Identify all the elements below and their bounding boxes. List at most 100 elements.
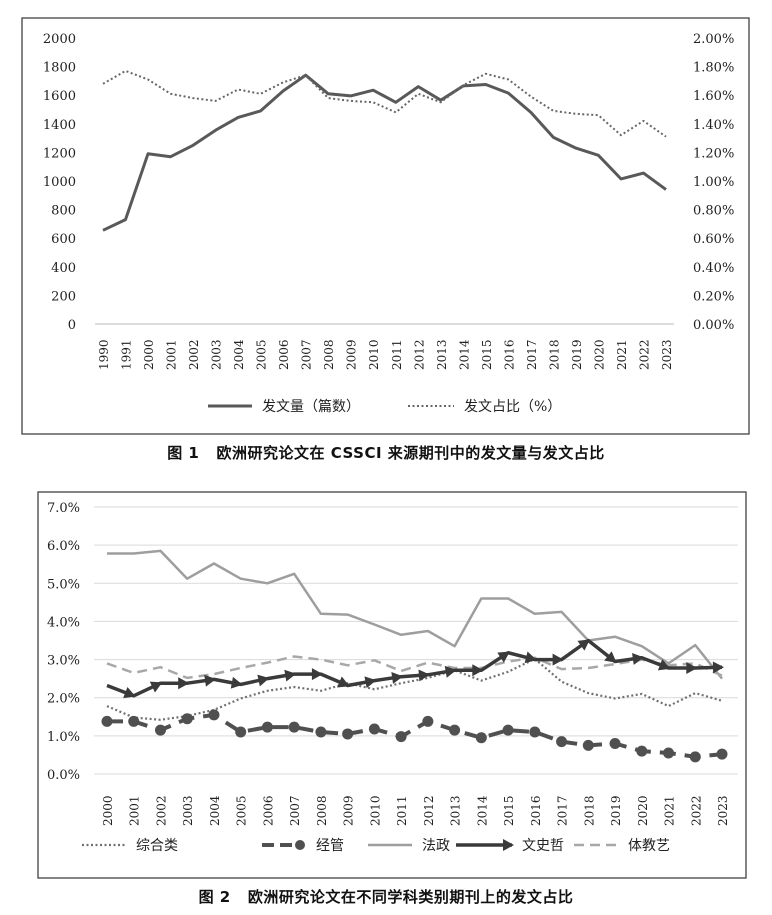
data-point-econ-mgmt (663, 747, 675, 759)
y2-tick-label: 0.00% (693, 318, 734, 333)
y-tick-label: 800 (51, 204, 76, 219)
y-tick-label: 6.0% (47, 539, 80, 554)
legend-item-econ-mgmt: 经管 (262, 838, 344, 854)
legend-label-sport-edu-art: 体教艺 (628, 838, 670, 854)
x-tick-label: 2013 (435, 339, 449, 370)
data-point-lit-hist-phil (632, 653, 644, 665)
y-tick-label: 5.0% (47, 577, 80, 592)
x-tick-label: 2010 (367, 339, 381, 370)
legend-marker-econ-mgmt (295, 840, 305, 850)
data-point-econ-mgmt (395, 731, 407, 743)
x-tick-label: 2000 (101, 795, 115, 826)
x-tick-label: 2021 (663, 795, 677, 826)
series-line-law-politics (107, 549, 723, 680)
x-tick-label: 2004 (208, 795, 222, 826)
x-tick-label: 2015 (502, 795, 516, 826)
legend-label-lit-hist-phil: 文史哲 (522, 838, 564, 854)
x-tick-label: 2019 (609, 795, 623, 826)
data-point-econ-mgmt (235, 726, 247, 738)
x-tick-label: 2009 (345, 339, 359, 370)
legend-label-count: 发文量（篇数） (262, 399, 360, 415)
series-line-count (102, 73, 667, 232)
y-tick-label: 1400 (43, 118, 76, 133)
y2-tick-label: 0.20% (693, 289, 734, 304)
x-tick-label: 2009 (342, 795, 356, 826)
data-point-lit-hist-phil (391, 672, 404, 684)
legend-label-share: 发文占比（%） (464, 399, 561, 415)
x-tick-label: 2012 (422, 795, 436, 826)
legend-item-share: 发文占比（%） (408, 399, 561, 415)
x-tick-label: 1991 (120, 339, 134, 370)
y-tick-label: 1600 (43, 89, 76, 104)
data-point-lit-hist-phil (497, 651, 510, 663)
y-tick-label: 400 (51, 261, 76, 276)
data-point-econ-mgmt (502, 724, 514, 736)
data-point-lit-hist-phil (364, 676, 377, 689)
series-econ-mgmt (101, 709, 728, 763)
x-tick-label: 2020 (636, 795, 650, 826)
legend-item-lit-hist-phil: 文史哲 (456, 838, 564, 854)
x-tick-label: 2023 (716, 795, 730, 826)
x-tick-label: 2017 (556, 795, 570, 826)
data-point-econ-mgmt (261, 721, 273, 733)
x-tick-label: 2012 (412, 339, 426, 370)
x-tick-label: 2003 (181, 795, 195, 826)
y-tick-label: 1800 (43, 61, 76, 76)
x-tick-label: 2005 (235, 795, 249, 826)
data-point-lit-hist-phil (204, 674, 216, 687)
data-point-lit-hist-phil (524, 651, 537, 664)
data-point-lit-hist-phil (230, 676, 243, 689)
data-point-econ-mgmt (288, 721, 300, 733)
x-tick-label: 2013 (449, 795, 463, 826)
data-point-lit-hist-phil (686, 662, 698, 674)
x-tick-label: 2000 (142, 339, 156, 370)
x-tick-label: 2016 (502, 339, 516, 370)
y2-tick-label: 1.40% (693, 118, 734, 133)
chart-1: 0 200 400 600 800 1000 1200 1400 1600 1800 2000 0.0… (21, 17, 750, 435)
data-point-lit-hist-phil (284, 669, 297, 682)
x-tick-label: 2021 (615, 339, 629, 370)
x-tick-label: 2004 (232, 339, 246, 370)
figure-2: 0.0% 1.0% 2.0% 3.0% 4.0% 5.0% 6.0% 7.0% 2000 2001… (0, 488, 772, 883)
data-point-econ-mgmt (529, 726, 541, 738)
data-point-econ-mgmt (636, 745, 648, 757)
legend-marker-lit-hist-phil (503, 839, 514, 851)
data-point-lit-hist-phil (337, 676, 350, 688)
y-tick-label: 3.0% (47, 654, 80, 669)
y2-tick-label: 1.20% (693, 146, 734, 161)
data-point-econ-mgmt (556, 736, 568, 748)
data-point-econ-mgmt (154, 724, 166, 736)
data-point-econ-mgmt (128, 715, 140, 727)
data-point-lit-hist-phil (657, 659, 671, 671)
x-tick-label: 2018 (582, 795, 596, 826)
x-tick-label: 2011 (390, 339, 404, 370)
legend-item-count: 发文量（篇数） (208, 399, 360, 415)
chart-2: 0.0% 1.0% 2.0% 3.0% 4.0% 5.0% 6.0% 7.0% 2000 2001… (37, 491, 747, 879)
chart-1-frame (21, 17, 750, 435)
data-point-econ-mgmt (689, 751, 701, 763)
y-tick-label: 1000 (43, 175, 76, 190)
x-tick-label: 2001 (165, 339, 179, 370)
data-point-lit-hist-phil (444, 665, 457, 678)
data-point-econ-mgmt (716, 748, 728, 760)
figure-1-caption-text: 欧洲研究论文在 CSSCI 来源期刊中的发文量与发文占比 (216, 444, 605, 462)
figure-1: 0 200 400 600 800 1000 1200 1400 1600 1800 2000 0.0… (0, 0, 772, 440)
x-tick-label: 2001 (128, 795, 142, 826)
y2-tick-label: 2.00% (693, 32, 734, 47)
data-point-econ-mgmt (368, 723, 380, 735)
x-tick-label: 1990 (97, 339, 111, 370)
x-tick-label: 2017 (525, 339, 539, 370)
data-point-lit-hist-phil (577, 639, 590, 651)
x-tick-label: 2007 (300, 339, 314, 370)
figure-2-label: 图 2 (198, 888, 231, 906)
data-point-econ-mgmt (582, 739, 594, 751)
data-point-econ-mgmt (342, 728, 354, 740)
figure-2-caption-text: 欧洲研究论文在不同学科类别期刊上的发文占比 (247, 888, 574, 906)
figure-2-caption: 图 2 欧洲研究论文在不同学科类别期刊上的发文占比 (0, 886, 772, 907)
data-point-econ-mgmt (609, 737, 621, 749)
data-point-econ-mgmt (475, 732, 487, 744)
x-tick-label: 2006 (261, 795, 275, 826)
x-tick-label: 2007 (288, 795, 302, 826)
y-tick-label: 200 (51, 289, 76, 304)
data-point-lit-hist-phil (712, 661, 724, 674)
